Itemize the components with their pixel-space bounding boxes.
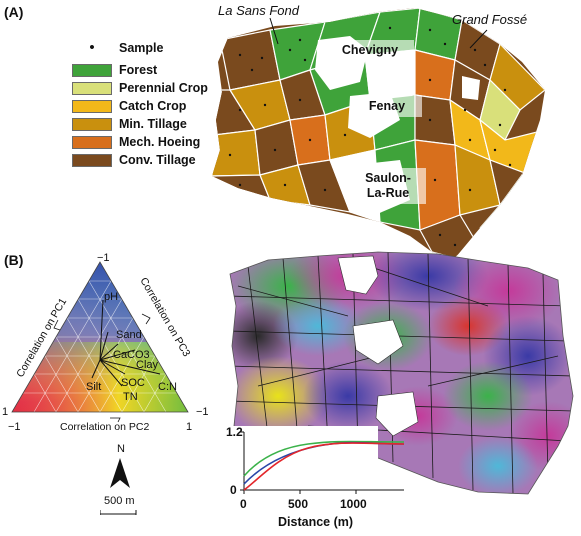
north-label: N [117, 443, 125, 455]
grand-fosse-pointer [469, 29, 488, 49]
legend-label: Mech. Hoeing [119, 135, 201, 149]
land-use-map [212, 8, 545, 258]
variogram-curve-pc3 [243, 441, 405, 485]
scale-bar-label: 500 m [104, 495, 135, 507]
catch-crop-swatch [72, 99, 112, 113]
legend-label: Forest [119, 63, 158, 77]
sample-dot-icon: • [89, 39, 95, 56]
var-clay: Clay [136, 359, 159, 371]
town-saulon-label-line2: La-Rue [366, 186, 410, 200]
perennial-crop-swatch [72, 81, 112, 95]
var-cn: C:N [158, 381, 177, 393]
var-caco3: CaCO3 [113, 349, 150, 361]
x-tick-500: 500 [288, 497, 308, 511]
min-tillage-swatch [72, 117, 112, 131]
loading-vectors [91, 299, 161, 387]
ternary-color-legend: pH Sand CaCO3 Clay Silt SOC TN C:N −1 1 … [2, 252, 209, 433]
corner-left-minus-label: −1 [8, 421, 21, 433]
axis-pc2-label: Correlation on PC2 [60, 421, 149, 433]
corner-right-minus-label: −1 [196, 406, 209, 418]
var-silt: Silt [86, 381, 101, 393]
corner-left-plus-label: 1 [2, 406, 8, 418]
town-saulon-label-line1: Saulon- [365, 171, 411, 185]
grand-fosse-label: Grand Fossé [452, 12, 528, 27]
legend-perennial-crop: Perennial Crop [72, 80, 208, 96]
y-tick-high: 1.2 [226, 425, 243, 439]
mech-hoeing-swatch [72, 135, 112, 149]
y-tick-zero: 0 [230, 483, 237, 497]
legend-label: Catch Crop [119, 99, 187, 113]
la-sans-fond-pointer [269, 17, 279, 45]
town-saulon-la-rue: Saulon- La-Rue [350, 168, 426, 204]
legend-sample: • Sample [72, 40, 163, 56]
conv-tillage-swatch [72, 153, 112, 167]
var-soc: SOC [121, 377, 145, 389]
legend-label: Perennial Crop [119, 81, 208, 95]
x-tick-0: 0 [240, 497, 247, 511]
pca-color-map [228, 251, 574, 498]
variogram-curve-pc1 [243, 442, 405, 491]
legend-catch-crop: Catch Crop [72, 98, 186, 114]
x-axis-label: Distance (m) [278, 515, 353, 529]
town-chevigny-label: Chevigny [341, 43, 399, 57]
variogram-chart: 1.2 0 0 500 1000 Distance (m) [226, 425, 405, 529]
legend-sample-label: Sample [119, 41, 164, 55]
legend-label: Min. Tillage [119, 117, 187, 131]
town-chevigny: Chevigny [326, 40, 414, 61]
var-sand: Sand [116, 329, 142, 341]
corner-top-label: −1 [97, 252, 110, 264]
x-tick-1000: 1000 [340, 497, 367, 511]
panel-b-tag: (B) [4, 252, 24, 268]
var-ph: pH [104, 291, 118, 303]
var-tn: TN [123, 391, 138, 403]
legend-forest: Forest [72, 62, 157, 78]
panel-a-tag: (A) [4, 4, 24, 20]
town-fenay-label: Fenay [368, 99, 406, 113]
legend-label: Conv. Tillage [119, 153, 196, 167]
la-sans-fond-label: La Sans Fond [218, 3, 299, 18]
town-fenay: Fenay [352, 96, 422, 117]
legend-mech-hoeing: Mech. Hoeing [72, 134, 200, 150]
variogram-curve-pc2 [243, 440, 405, 477]
legend-conv-tillage: Conv. Tillage [72, 152, 196, 168]
corner-right-plus-label: 1 [186, 421, 192, 433]
forest-swatch [72, 63, 112, 77]
legend-min-tillage: Min. Tillage [72, 116, 187, 132]
north-arrow-icon: N [100, 443, 137, 515]
